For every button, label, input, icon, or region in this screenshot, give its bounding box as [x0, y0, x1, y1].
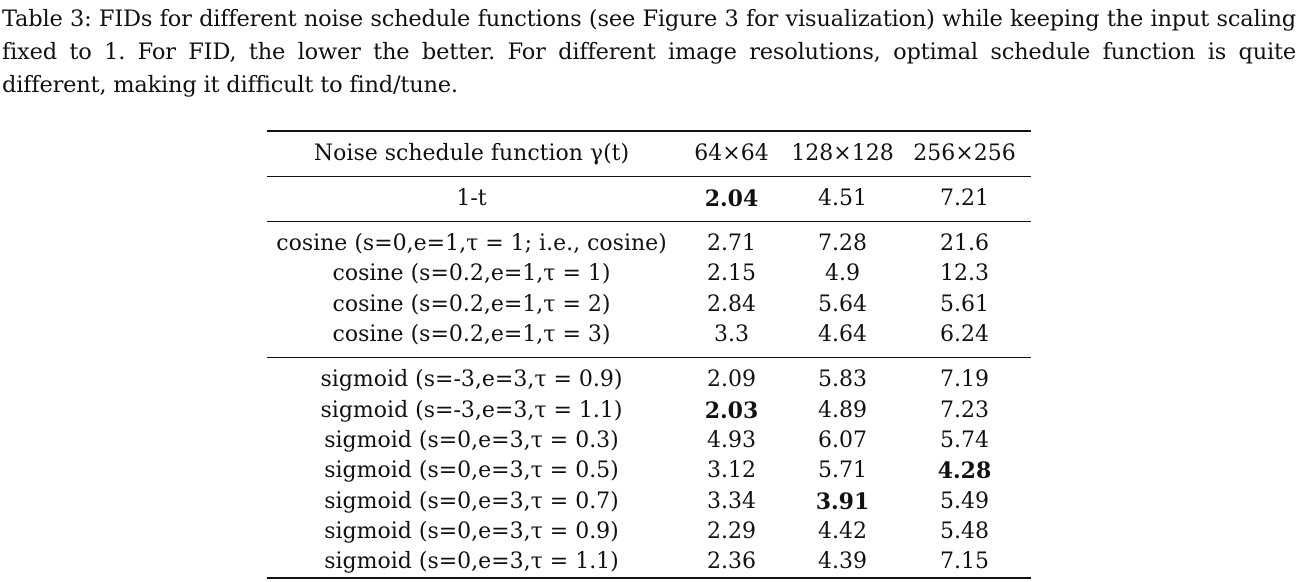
fid-64: 2.36 — [676, 546, 787, 580]
header-256: 256×256 — [898, 130, 1031, 177]
fid-256: 21.6 — [898, 221, 1031, 260]
row-label: cosine (s=0.2,e=1,τ = 1) — [332, 261, 611, 287]
fid-256: 5.74 — [940, 427, 989, 453]
row-label: sigmoid (s=-3,e=3,τ = 0.9) — [267, 357, 676, 396]
row-label: 1-t — [267, 176, 676, 222]
fid-64: 3.34 — [707, 488, 756, 514]
table-caption: Table 3: FIDs for different noise schedu… — [2, 6, 1296, 98]
fid-64: 2.15 — [707, 261, 756, 287]
row-label: sigmoid (s=-3,e=3,τ = 1.1) — [320, 397, 623, 423]
table-row: sigmoid (s=0,e=3,τ = 1.1) 2.36 4.39 7.15 — [267, 546, 1031, 580]
table-row: cosine (s=0.2,e=1,τ = 3) 3.3 4.64 6.24 — [267, 320, 1031, 358]
fid-128: 4.9 — [825, 261, 860, 287]
header-128: 128×128 — [787, 130, 898, 177]
fid-256: 7.23 — [940, 397, 989, 423]
fid-64: 2.09 — [676, 357, 787, 396]
fid-64: 2.03 — [704, 397, 759, 424]
fid-64: 3.12 — [707, 458, 756, 484]
fid-64: 4.93 — [707, 427, 756, 453]
table-row: cosine (s=0,e=1,τ = 1; i.e., cosine) 2.7… — [267, 221, 1031, 260]
row-label: sigmoid (s=0,e=3,τ = 0.9) — [324, 518, 619, 544]
row-label: sigmoid (s=0,e=3,τ = 0.3) — [324, 427, 619, 453]
table-row: cosine (s=0.2,e=1,τ = 2) 2.84 5.64 5.61 — [267, 290, 1031, 320]
fid-256: 5.49 — [940, 488, 989, 514]
row-label: sigmoid (s=0,e=3,τ = 1.1) — [267, 546, 676, 580]
fid-128: 4.42 — [818, 518, 867, 544]
fid-128: 4.64 — [818, 322, 867, 348]
fid-256: 4.28 — [937, 458, 992, 485]
table-row: sigmoid (s=0,e=3,τ = 0.7) 3.34 3.91 5.49 — [267, 486, 1031, 516]
row-label: cosine (s=0.2,e=1,τ = 2) — [332, 291, 611, 317]
table-row: sigmoid (s=-3,e=3,τ = 0.9) 2.09 5.83 7.1… — [267, 357, 1031, 396]
fid-128: 4.89 — [818, 397, 867, 423]
fid-256: 6.24 — [940, 322, 989, 348]
fid-64: 2.71 — [676, 221, 787, 260]
row-label: sigmoid (s=0,e=3,τ = 0.5) — [324, 458, 619, 484]
row-label: cosine (s=0.2,e=1,τ = 3) — [332, 322, 611, 348]
table-row: 1-t 2.04 4.51 7.21 — [267, 176, 1031, 222]
header-schedule-function: Noise schedule function γ(t) — [267, 130, 676, 177]
fid-64: 3.3 — [714, 322, 749, 348]
fid-128: 7.28 — [787, 221, 898, 260]
fid-128: 3.91 — [815, 488, 870, 515]
fid-256: 5.48 — [940, 518, 989, 544]
fid-results-table: Noise schedule function γ(t) 64×64 128×1… — [267, 130, 1031, 580]
fid-128: 6.07 — [818, 427, 867, 453]
fid-256: 7.21 — [898, 176, 1031, 222]
fid-128: 5.83 — [787, 357, 898, 396]
row-label: cosine (s=0,e=1,τ = 1; i.e., cosine) — [267, 221, 676, 260]
fid-256: 7.15 — [898, 546, 1031, 580]
table-row: sigmoid (s=-3,e=3,τ = 1.1) 2.03 4.89 7.2… — [267, 395, 1031, 425]
table-row: sigmoid (s=0,e=3,τ = 0.3) 4.93 6.07 5.74 — [267, 426, 1031, 456]
table-row: sigmoid (s=0,e=3,τ = 0.5) 3.12 5.71 4.28 — [267, 456, 1031, 486]
table-row: cosine (s=0.2,e=1,τ = 1) 2.15 4.9 12.3 — [267, 259, 1031, 289]
fid-64: 2.84 — [707, 291, 756, 317]
fid-256: 12.3 — [940, 261, 989, 287]
fid-256: 5.61 — [940, 291, 989, 317]
header-64: 64×64 — [676, 130, 787, 177]
table-row: sigmoid (s=0,e=3,τ = 0.9) 2.29 4.42 5.48 — [267, 517, 1031, 547]
fid-128: 4.39 — [787, 546, 898, 580]
fid-128: 5.64 — [818, 291, 867, 317]
fid-64: 2.29 — [707, 518, 756, 544]
fid-64: 2.04 — [676, 176, 787, 222]
row-label: sigmoid (s=0,e=3,τ = 0.7) — [324, 488, 619, 514]
fid-256: 7.19 — [898, 357, 1031, 396]
fid-128: 5.71 — [818, 458, 867, 484]
fid-128: 4.51 — [787, 176, 898, 222]
table-header-row: Noise schedule function γ(t) 64×64 128×1… — [267, 130, 1031, 177]
